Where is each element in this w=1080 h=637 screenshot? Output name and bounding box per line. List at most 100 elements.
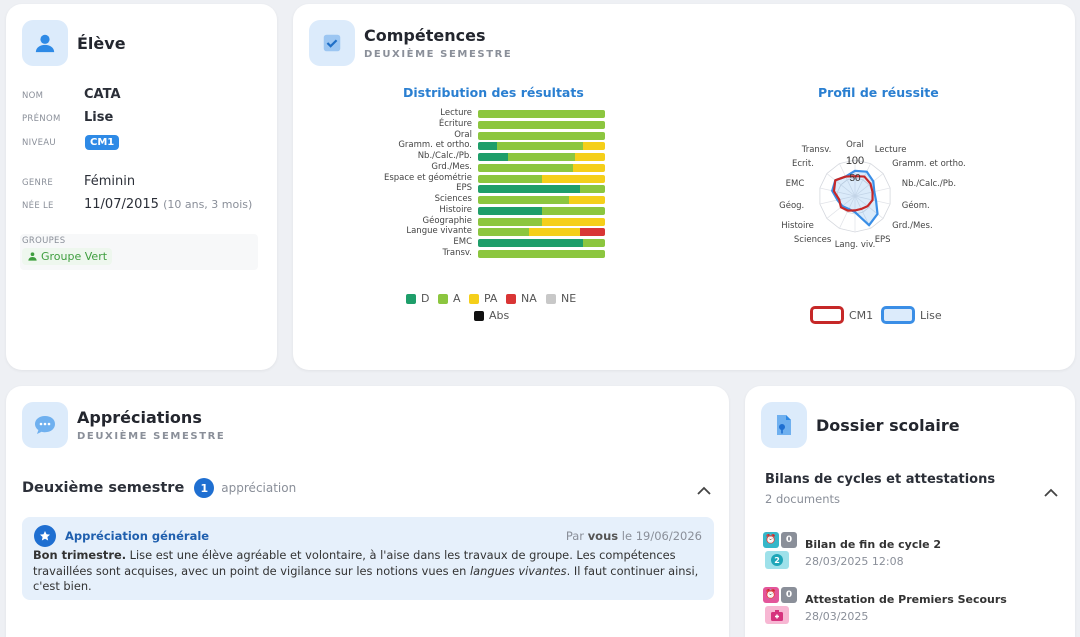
document-item[interactable]: ⏰ 0 2 Bilan de fin de cycle 2 28/03/2025…	[763, 532, 1063, 572]
groupe-label: Groupe Vert	[41, 250, 108, 263]
dossier-card: Dossier scolaire Bilans de cycles et att…	[745, 386, 1075, 637]
document-date: 28/03/2025	[805, 610, 869, 623]
bar-label: Géographie	[422, 215, 473, 226]
bar-row	[478, 249, 605, 258]
chevron-up-icon[interactable]	[1043, 484, 1059, 503]
doc-count-0: 0	[781, 532, 797, 548]
niveau-label: NIVEAU	[22, 138, 56, 148]
bar-row	[478, 239, 605, 247]
bar-segment-a	[478, 228, 529, 237]
nom-value: CATA	[84, 87, 121, 102]
competences-subtitle: DEUXIÈME SEMESTRE	[364, 49, 513, 60]
bar-label: Lecture	[440, 108, 472, 118]
radar-tick-label: 50	[849, 173, 861, 184]
prenom-label: PRÉNOM	[22, 114, 61, 124]
star-icon	[34, 525, 56, 547]
folder-icon	[761, 402, 807, 448]
legend-lise-label: Lise	[920, 308, 942, 322]
legend-na[interactable]: NA	[506, 292, 537, 305]
bar-label: EMC	[453, 237, 472, 247]
radar-axis-label: Sciences	[793, 235, 832, 246]
bar-label: EPS	[456, 183, 472, 194]
legend-lise[interactable]: Lise	[881, 306, 942, 324]
author-date: le 19/06/2026	[621, 529, 702, 543]
appreciation-author: Par vous le 19/06/2026	[566, 529, 702, 543]
profil-title: Profil de réussite	[818, 85, 939, 100]
niveau-badge: CM1	[85, 135, 120, 150]
radar-axis-label: Transv.	[801, 144, 832, 155]
distribution-title: Distribution des résultats	[403, 85, 584, 100]
bar-label: Langue vivante	[406, 226, 472, 237]
bar-segment-pa	[583, 142, 605, 151]
appreciation-text: Bon trimestre. Lise est une élève agréab…	[33, 548, 703, 595]
bar-label: Transv.	[442, 247, 472, 258]
bar-row	[478, 185, 605, 194]
legend-label: Abs	[489, 309, 510, 322]
bar-row	[478, 131, 605, 140]
appreciations-card: Appréciations DEUXIÈME SEMESTRE Deuxième…	[6, 386, 729, 637]
bar-segment-a	[478, 110, 605, 118]
bar-segment-a	[497, 142, 584, 151]
appreciation-item: Appréciation générale Par vous le 19/06/…	[22, 517, 714, 600]
document-item[interactable]: ⏰ 0 Attestation de Premiers Secours 28/0…	[763, 587, 1063, 627]
legend-ne[interactable]: NE	[546, 292, 576, 305]
radar-axis	[826, 173, 856, 197]
legend-label: PA	[484, 292, 498, 305]
radar-axis-label: EPS	[874, 235, 891, 246]
legend-abs[interactable]: Abs	[474, 309, 509, 322]
badge-2: 2	[765, 551, 789, 569]
genre-label: GENRE	[22, 178, 54, 188]
legend-d[interactable]: D	[406, 292, 429, 305]
bar-segment-d	[478, 185, 580, 194]
semestre-title: Deuxième semestre	[22, 480, 185, 496]
legend-cm1[interactable]: CM1	[810, 306, 873, 324]
bar-label: Sciences	[434, 194, 472, 204]
alarm-icon: ⏰	[763, 532, 779, 548]
bilans-section-title[interactable]: Bilans de cycles et attestations	[765, 472, 996, 487]
bar-row	[478, 142, 605, 151]
appreciation-lead: Bon trimestre.	[33, 548, 127, 562]
bar-row	[478, 206, 605, 215]
legend-swatch	[474, 310, 484, 321]
chevron-up-icon[interactable]	[696, 482, 712, 501]
radar-axis-label: Nb./Calc./Pb.	[901, 178, 957, 189]
radar-axis	[839, 195, 856, 229]
appreciation-emphasis: langues vivantes	[469, 563, 567, 578]
nom-label: NOM	[22, 91, 44, 101]
bar-segment-na	[579, 228, 605, 237]
genre-value: Féminin	[84, 174, 136, 189]
bar-segment-a	[478, 174, 542, 183]
doc-status-icons: ⏰ 0	[763, 587, 797, 603]
radar-axis	[854, 195, 884, 219]
legend-a[interactable]: A	[438, 292, 461, 305]
bar-row	[478, 196, 605, 204]
bar-segment-pa	[569, 196, 605, 204]
radar-chart: 100 50	[819, 155, 891, 233]
bar-segment-a	[579, 185, 605, 194]
bar-label: Oral	[454, 129, 472, 140]
author-name: vous	[587, 529, 619, 543]
nee-label: NÉE LE	[22, 201, 54, 211]
legend-swatch	[438, 293, 448, 304]
bar-label: Grd./Mes.	[431, 161, 472, 172]
bar-segment-pa	[573, 163, 605, 172]
legend-swatch	[546, 293, 556, 304]
groupe-chip[interactable]: Groupe Vert	[22, 248, 113, 265]
radar-axis-label: Oral	[846, 140, 864, 150]
author-prefix: Par	[565, 529, 585, 543]
bar-row	[478, 228, 605, 237]
eleve-card: Élève NOM CATA PRÉNOM Lise NIVEAU CM1 GE…	[6, 4, 277, 370]
legend-pa[interactable]: PA	[469, 292, 497, 305]
age: (10 ans, 3 mois)	[163, 198, 253, 211]
document-title: Bilan de fin de cycle 2	[805, 538, 942, 551]
groupes-label-overlay: GROUPES	[22, 236, 66, 246]
radar-axis	[819, 187, 856, 197]
radar-axis-label: Lecture	[874, 144, 907, 155]
legend-label: D	[421, 292, 430, 305]
semestre-header[interactable]: Deuxième semestre 1 appréciation	[22, 478, 296, 498]
bar-label: Gramm. et ortho.	[398, 140, 472, 151]
bar-segment-pa	[541, 217, 605, 226]
legend-lise-swatch	[881, 306, 915, 324]
eleve-title: Élève	[77, 34, 126, 53]
bar-row	[478, 163, 605, 172]
